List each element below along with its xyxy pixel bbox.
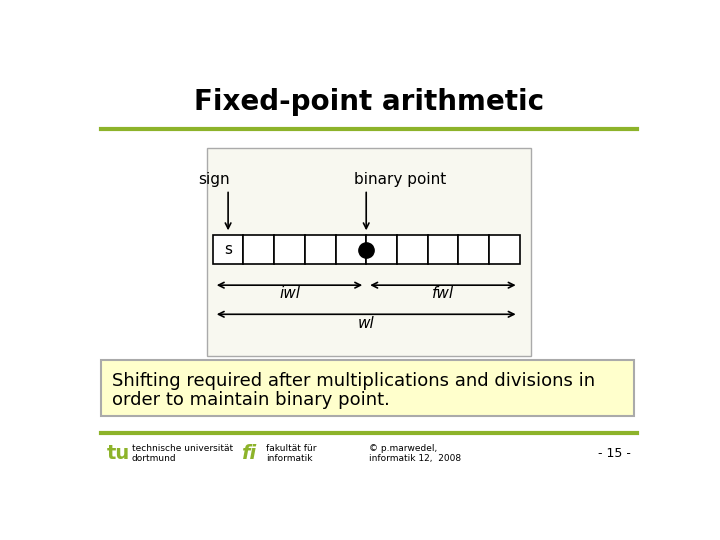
Bar: [207, 148, 531, 356]
Text: - 15 -: - 15 -: [598, 447, 631, 460]
Text: Fixed-point arithmetic: Fixed-point arithmetic: [194, 88, 544, 116]
Text: order to maintain binary point.: order to maintain binary point.: [112, 392, 390, 409]
Bar: [243, 235, 274, 265]
Text: tu: tu: [107, 444, 130, 463]
Bar: [274, 235, 305, 265]
Text: binary point: binary point: [354, 172, 446, 187]
Bar: [397, 235, 428, 265]
Text: wl: wl: [358, 315, 374, 330]
Bar: [366, 235, 397, 265]
Text: s: s: [224, 242, 232, 258]
Text: fakultät für: fakultät für: [266, 444, 316, 453]
Bar: [428, 235, 458, 265]
Text: informatik 12,  2008: informatik 12, 2008: [369, 455, 461, 463]
Text: fwl: fwl: [432, 286, 454, 301]
Text: informatik: informatik: [266, 455, 312, 463]
Text: sign: sign: [198, 172, 230, 187]
Bar: [213, 235, 243, 265]
Text: Shifting required after multiplications and divisions in: Shifting required after multiplications …: [112, 373, 595, 390]
Text: fi: fi: [240, 444, 256, 463]
Bar: [101, 360, 634, 416]
Text: dortmund: dortmund: [132, 455, 176, 463]
Bar: [305, 235, 336, 265]
Text: © p.marwedel,: © p.marwedel,: [369, 444, 437, 453]
Bar: [459, 235, 489, 265]
Text: iwl: iwl: [279, 286, 300, 301]
Bar: [489, 235, 520, 265]
Bar: [336, 235, 366, 265]
Text: technische universität: technische universität: [132, 444, 233, 453]
